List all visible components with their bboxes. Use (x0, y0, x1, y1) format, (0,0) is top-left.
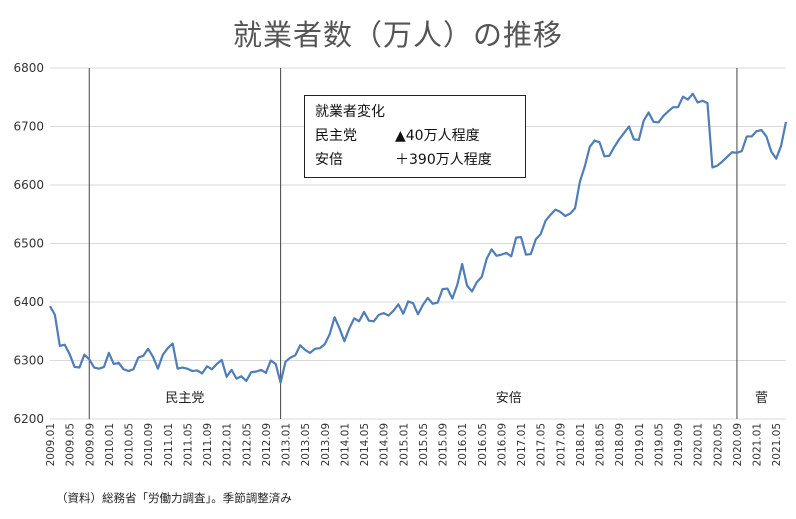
legend-heading: 就業者変化 (315, 104, 385, 120)
era-label: 安倍 (496, 391, 522, 406)
x-tick-label: 2013.01 (281, 423, 293, 466)
x-tick-label: 2013.09 (320, 423, 332, 466)
x-tick-label: 2017.05 (536, 423, 548, 466)
legend-row-abe: 安倍 ＋390万人程度 (315, 148, 515, 172)
x-tick-label: 2016.01 (457, 423, 469, 466)
era-label: 菅 (755, 391, 768, 406)
x-tick-label: 2013.05 (300, 423, 312, 466)
x-tick-label: 2017.09 (555, 423, 567, 466)
x-tick-label: 2021.05 (771, 423, 783, 466)
x-tick-label: 2014.05 (359, 423, 371, 466)
x-tick-label: 2018.01 (575, 423, 587, 466)
x-tick-label: 2020.09 (732, 423, 744, 466)
series-line (49, 92, 788, 384)
y-tick-label: 6800 (13, 61, 44, 75)
x-tick-label: 2010.05 (124, 423, 136, 466)
x-tick-label: 2011.05 (182, 423, 194, 466)
x-tick-label: 2020.05 (712, 423, 724, 466)
y-tick-label: 6200 (13, 412, 44, 426)
legend-row-value: ▲40万人程度 (395, 128, 480, 144)
x-tick-label: 2015.09 (438, 423, 450, 466)
chart-title: 就業者数（万人）の推移 (232, 18, 563, 52)
x-tick-label: 2014.09 (379, 423, 391, 466)
legend-row-label: 安倍 (315, 152, 343, 168)
y-tick-label: 6400 (13, 295, 44, 309)
x-tick-label: 2019.05 (653, 423, 665, 466)
y-tick-label: 6700 (13, 120, 44, 134)
x-tick-label: 2009.01 (45, 423, 57, 466)
x-tick-label: 2011.01 (163, 423, 175, 466)
x-tick-label: 2015.01 (398, 423, 410, 466)
x-tick-label: 2019.09 (673, 423, 685, 466)
x-tick-label: 2015.05 (418, 423, 430, 466)
series (49, 92, 788, 384)
x-tick-label: 2021.01 (752, 423, 764, 466)
y-tick-label: 6300 (13, 354, 44, 368)
legend-row-value: ＋390万人程度 (395, 152, 492, 168)
legend-row-minshuto: 民主党 ▲40万人程度 (315, 124, 515, 148)
x-tick-label: 2017.01 (516, 423, 528, 466)
x-tick-label: 2011.09 (202, 423, 214, 466)
y-tick-label: 6500 (13, 237, 44, 251)
x-tick-label: 2018.05 (595, 423, 607, 466)
x-tick-label: 2019.01 (634, 423, 646, 466)
era-label: 民主党 (165, 391, 204, 406)
x-tick-label: 2010.09 (143, 423, 155, 466)
x-tick-label: 2012.01 (222, 423, 234, 466)
source-footnote: （資料）総務省「労働力調査」。季節調整済み (56, 491, 292, 505)
x-tick-label: 2012.05 (241, 423, 253, 466)
legend-box: 就業者変化 民主党 ▲40万人程度 安倍 ＋390万人程度 (304, 95, 526, 178)
legend-row-label: 民主党 (315, 128, 357, 144)
x-tick-label: 2014.01 (339, 423, 351, 466)
x-tick-label: 2018.09 (614, 423, 626, 466)
y-tick-label: 6600 (13, 178, 44, 192)
x-tick-label: 2012.09 (261, 423, 273, 466)
x-axis: 2009.01 2009.05 2009.09 2010.01 2010.05 2010.… (45, 423, 783, 466)
x-tick-label: 2016.09 (496, 423, 508, 466)
x-tick-label: 2009.05 (65, 423, 77, 466)
x-tick-label: 2016.05 (477, 423, 489, 466)
x-tick-label: 2010.01 (104, 423, 116, 466)
x-tick-label: 2009.09 (84, 423, 96, 466)
x-tick-label: 2020.01 (693, 423, 705, 466)
y-axis: 6200 6300 6400 6500 6600 6700 6800 (13, 61, 44, 426)
era-labels: 民主党 安倍 菅 (165, 391, 768, 406)
